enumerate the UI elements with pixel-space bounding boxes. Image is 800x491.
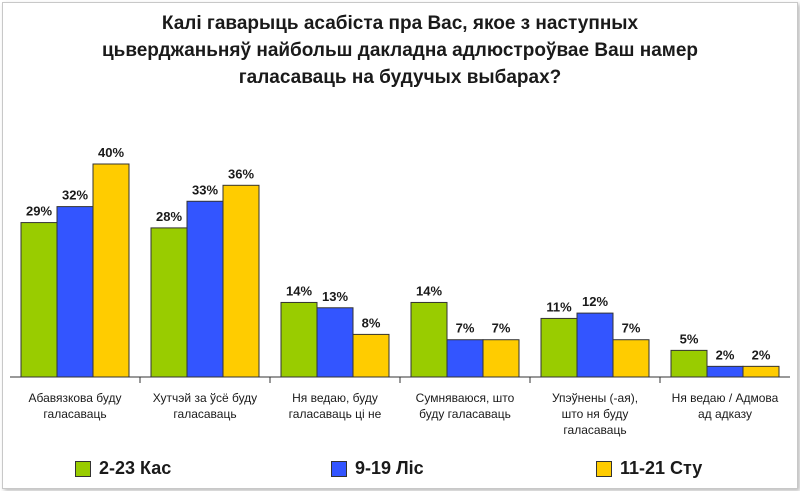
legend-item-series-2: 9-19 Ліс <box>331 458 424 479</box>
legend-swatch-series-3 <box>596 460 612 477</box>
bar-series-3-category-6 <box>742 365 780 378</box>
data-label-series-2-category-1: 32% <box>62 188 88 203</box>
data-label-series-1-category-2: 28% <box>156 209 182 224</box>
data-label-series-2-category-5: 12% <box>582 294 608 309</box>
data-label-series-1-category-5: 11% <box>546 299 572 314</box>
bar-series-1-category-5 <box>540 317 578 378</box>
category-label-1: Абавязкова буду галасаваць <box>28 391 121 421</box>
data-label-series-1-category-3: 14% <box>286 283 312 298</box>
bar-series-3-category-5 <box>612 339 650 378</box>
data-label-series-2-category-4: 7% <box>456 321 475 336</box>
bar-series-1-category-6 <box>670 349 708 378</box>
chart-title-line-2: цьверджаньняў найбольш дакладна адлюстро… <box>101 40 699 61</box>
data-label-series-1-category-4: 14% <box>416 283 442 298</box>
bar-series-2-category-1 <box>56 206 94 378</box>
data-label-series-1-category-6: 5% <box>680 331 699 346</box>
category-label-3: Ня ведаю, буду галасаваць ці не <box>289 391 382 421</box>
legend-label-series-2: 9-19 Ліс <box>355 458 424 478</box>
data-label-series-3-category-1: 40% <box>98 145 124 160</box>
data-label-series-2-category-2: 33% <box>192 182 218 197</box>
legend-swatch-series-1 <box>75 460 91 477</box>
bar-series-1-category-1 <box>20 222 58 378</box>
bar-series-1-category-2 <box>150 227 188 378</box>
data-label-series-3-category-2: 36% <box>228 166 254 181</box>
bar-series-3-category-1 <box>92 163 130 378</box>
data-label-series-3-category-4: 7% <box>492 321 511 336</box>
data-label-series-3-category-5: 7% <box>622 321 641 336</box>
data-label-series-2-category-6: 2% <box>716 347 735 362</box>
legend-label-series-3: 11-21 Сту <box>620 458 703 478</box>
category-label-6: Ня ведаю / Адмова ад адказу <box>672 391 779 421</box>
legend-item-series-1: 2-23 Кас <box>75 458 171 479</box>
data-label-series-1-category-1: 29% <box>26 204 52 219</box>
category-label-5: Упэўнены (-ая), што ня буду галасаваць <box>552 391 638 437</box>
legend-item-series-3: 11-21 Сту <box>596 458 702 479</box>
bar-series-2-category-4 <box>446 339 484 378</box>
data-label-series-3-category-6: 2% <box>752 347 771 362</box>
category-label-4: Сумняваюся, што буду галасаваць <box>416 391 515 421</box>
chart-title-line-3: галасаваць на будучых выбарах? <box>238 67 562 88</box>
chart-title-line-1: Калі гаварыць асабіста пра Вас, якое з н… <box>161 13 639 34</box>
chart-legend: 2-23 Кас 9-19 Ліс 11-21 Сту <box>0 458 800 484</box>
bar-series-3-category-2 <box>222 184 260 378</box>
bar-series-1-category-3 <box>280 301 318 378</box>
data-label-series-3-category-3: 8% <box>362 315 381 330</box>
bar-series-3-category-3 <box>352 333 390 378</box>
bar-series-2-category-2 <box>186 200 224 378</box>
bar-series-3-category-4 <box>482 339 520 378</box>
bar-series-2-category-5 <box>576 312 614 378</box>
legend-swatch-series-2 <box>331 460 347 477</box>
chart-title: Калі гаварыць асабіста пра Вас, якое з н… <box>100 10 700 91</box>
bar-series-1-category-4 <box>410 301 448 378</box>
legend-label-series-1: 2-23 Кас <box>99 458 172 478</box>
bar-series-2-category-3 <box>316 307 354 378</box>
bar-series-2-category-6 <box>706 365 744 378</box>
category-label-2: Хутчэй за ўсё буду галасаваць <box>153 391 257 421</box>
data-label-series-2-category-3: 13% <box>322 289 348 304</box>
